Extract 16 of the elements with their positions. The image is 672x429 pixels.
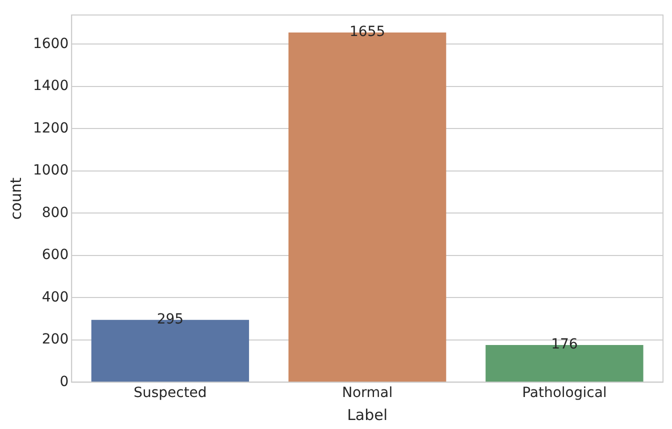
x-tick-label: Normal xyxy=(342,385,393,402)
y-tick-label: 1000 xyxy=(32,162,69,179)
y-tick-label: 600 xyxy=(42,247,69,264)
y-tick-label: 400 xyxy=(42,289,69,306)
data-label: 1655 xyxy=(349,24,386,40)
y-tick-label: 800 xyxy=(42,204,69,221)
y-tick-label: 1600 xyxy=(32,36,69,52)
x-axis-title: Label xyxy=(347,406,388,424)
y-tick-label: 200 xyxy=(42,332,69,348)
x-tick-label: Pathological xyxy=(522,385,607,402)
y-axis-title: count xyxy=(6,177,25,220)
y-tick-label: 0 xyxy=(60,374,69,390)
data-label: 176 xyxy=(551,336,578,353)
y-tick-label: 1400 xyxy=(32,78,69,94)
x-tick-label: Suspected xyxy=(134,385,207,402)
y-tick-label: 1200 xyxy=(32,120,69,136)
